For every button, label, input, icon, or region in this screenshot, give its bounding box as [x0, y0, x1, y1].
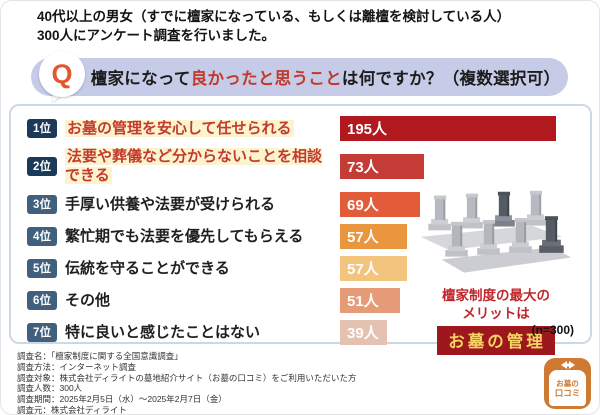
question-icon-letter: Q	[51, 58, 73, 89]
intro-text: 40代以上の男女（すでに檀家になっている、もしくは離檀を検討している人） 300…	[37, 7, 510, 45]
bar: 73人	[340, 153, 424, 179]
survey-meta-line: 調査名：「檀家制度に関する全国意識調査」	[17, 351, 183, 361]
rank-label: 特に良いと感じたことはない	[65, 323, 261, 341]
rank-badge: 1位	[27, 118, 57, 138]
rank-badge: 6位	[27, 290, 57, 310]
rank-row-2: 2位 法要や葬儀など分からないことを相談できる 73人	[27, 144, 590, 188]
survey-meta-line: 調査対象：株式会社ディライトの墓地紹介サイト（お墓の口コミ）をご利用いただいた方	[17, 372, 357, 383]
survey-meta: 調査名：「檀家制度に関する全国意識調査」 調査方法：インターネット調査 調査対象…	[17, 351, 357, 415]
rank-label: 法要や葬儀など分からないことを相談できる	[65, 148, 323, 184]
ohaka-no-kuchikomi-logo: お墓の 口コミ	[544, 358, 591, 409]
rank-row-4: 4位 繁忙期でも法要を優先してもらえる 57人	[27, 220, 590, 252]
question-bubble-tail	[53, 93, 63, 102]
rank-row-left: 3位 手厚い供養や法要が受けられる	[27, 194, 340, 214]
rank-label: 伝統を守ることができる	[65, 259, 230, 277]
rank-row-1: 1位 お墓の管理を安心して任せられる 195人	[27, 112, 590, 144]
sample-size-label: (n=300)	[531, 323, 574, 337]
intro-line-1: 40代以上の男女（すでに檀家になっている、もしくは離檀を検討している人）	[37, 9, 511, 24]
question-text: 檀家になって良かったと思うことは何ですか？（複数選択可）	[90, 70, 561, 88]
rank-row-5: 5位 伝統を守ることができる 57人	[27, 252, 590, 284]
rank-label: その他	[65, 291, 111, 309]
rank-row-7: 7位 特に良いと感じたことはない 39人	[27, 316, 590, 348]
question-bar: 檀家になって良かったと思うことは何ですか？（複数選択可）	[31, 58, 568, 96]
survey-meta-line: 調査人数：300人	[17, 383, 83, 394]
survey-meta-line: 調査元：株式会社ディライト	[17, 404, 127, 415]
rank-label: お墓の管理を安心して任せられる	[65, 119, 294, 137]
rank-row-left: 2位 法要や葬儀など分からないことを相談できる	[27, 147, 340, 185]
bar: 51人	[340, 287, 400, 313]
rank-row-left: 7位 特に良いと感じたことはない	[27, 322, 340, 342]
bar-value-label: 195人	[347, 120, 388, 138]
rank-row-3: 3位 手厚い供養や法要が受けられる 69人	[27, 188, 590, 220]
rank-row-left: 4位 繁忙期でも法要を優先してもらえる	[27, 226, 340, 246]
annotation-line-1: 檀家制度の最大の	[442, 288, 550, 303]
bar-value-label: 57人	[347, 228, 379, 246]
logo-bow-icon	[560, 361, 575, 369]
rank-label: 手厚い供養や法要が受けられる	[65, 195, 276, 213]
rank-badge: 4位	[27, 226, 57, 246]
bar: 195人	[340, 115, 556, 141]
rank-label: 繁忙期でも法要を優先してもらえる	[65, 227, 304, 245]
rank-row-left: 6位 その他	[27, 290, 340, 310]
rank-badge: 3位	[27, 194, 57, 214]
survey-meta-line: 調査方法：インターネット調査	[17, 361, 137, 372]
logo-inner: お墓の 口コミ	[549, 370, 586, 406]
rank-badge: 2位	[27, 156, 57, 176]
question-icon: Q	[39, 51, 85, 97]
question-highlight: 良かったと思うこと	[190, 70, 342, 88]
annotation-badge: お墓の管理	[437, 326, 555, 355]
annotation-line-2: メリットは	[462, 306, 530, 321]
bar-value-label: 69人	[347, 196, 379, 214]
logo-text-bottom: 口コミ	[554, 387, 581, 398]
bar-value-label: 57人	[347, 260, 379, 278]
rank-row-left: 5位 伝統を守ることができる	[27, 258, 340, 278]
survey-meta-line: 調査期間：2025年2月5日（水）～2025年2月7日（金）	[17, 394, 227, 405]
annotation-block: 檀家制度の最大の メリットは お墓の管理	[410, 188, 582, 355]
ranking-panel: 1位 お墓の管理を安心して任せられる 195人 2位 法要や葬儀など分からないこ…	[9, 104, 592, 355]
bar: 39人	[340, 319, 387, 345]
bar: 57人	[340, 223, 407, 249]
rank-row-left: 1位 お墓の管理を安心して任せられる	[27, 118, 340, 138]
bar: 69人	[340, 191, 420, 217]
bar: 57人	[340, 255, 407, 281]
graves-illustration	[420, 190, 572, 273]
bar-value-label: 73人	[347, 158, 379, 176]
bar-value-label: 51人	[347, 292, 379, 310]
bar-value-label: 39人	[347, 324, 379, 342]
rank-badge: 5位	[27, 258, 57, 278]
logo-text-top: お墓の	[556, 378, 579, 388]
rank-badge: 7位	[27, 322, 57, 342]
intro-line-2: 300人にアンケート調査を行いました。	[37, 28, 275, 43]
rank-row-6: 6位 その他 51人	[27, 284, 590, 316]
